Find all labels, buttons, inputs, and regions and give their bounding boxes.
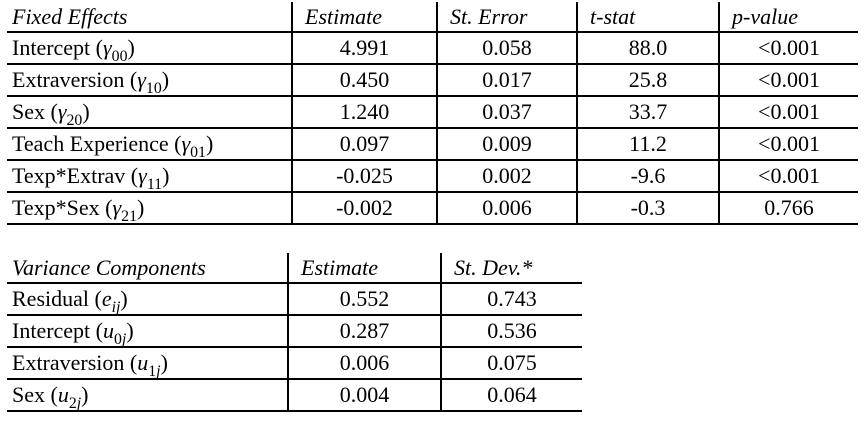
p-value: <0.001 bbox=[719, 64, 858, 97]
st-dev-value: 0.064 bbox=[441, 379, 582, 412]
estimate-value: 0.006 bbox=[288, 347, 442, 380]
p-value: <0.001 bbox=[719, 160, 858, 193]
fixed-effects-title: Fixed Effects bbox=[7, 2, 293, 33]
estimate-value: 0.097 bbox=[292, 128, 438, 161]
row-label: Teach Experience (γ01) bbox=[7, 128, 293, 161]
estimate-value: 1.240 bbox=[292, 96, 438, 129]
st-error-value: 0.037 bbox=[437, 96, 578, 129]
t-stat-value: 11.2 bbox=[577, 128, 720, 161]
row-label: Texp*Sex (γ21) bbox=[7, 192, 293, 225]
estimate-value: 0.287 bbox=[288, 315, 442, 348]
estimate-value: 0.552 bbox=[288, 283, 442, 316]
t-stat-column-header: t-stat bbox=[577, 2, 720, 33]
table-row-texp-extrav: Texp*Extrav (γ11) -0.025 0.002 -9.6 <0.0… bbox=[7, 160, 858, 193]
p-value: <0.001 bbox=[719, 128, 858, 161]
table-row-intercept: Intercept (γ00) 4.991 0.058 88.0 <0.001 bbox=[7, 32, 858, 65]
estimate-value: 0.450 bbox=[292, 64, 438, 97]
t-stat-value: 33.7 bbox=[577, 96, 720, 129]
table-row-texp-sex: Texp*Sex (γ21) -0.002 0.006 -0.3 0.766 bbox=[7, 192, 858, 225]
row-label: Extraversion (γ10) bbox=[7, 64, 293, 97]
variance-components-table: Variance Components Estimate St. Dev.* R… bbox=[7, 253, 582, 412]
estimate-value: 0.004 bbox=[288, 379, 442, 412]
row-label: Extraversion (u1j) bbox=[7, 347, 289, 380]
estimate-column-header: Estimate bbox=[288, 253, 442, 284]
st-dev-column-header: St. Dev.* bbox=[441, 253, 582, 284]
table-row-intercept-variance: Intercept (u0j) 0.287 0.536 bbox=[7, 315, 582, 348]
t-stat-value: -9.6 bbox=[577, 160, 720, 193]
table-row-teach-experience: Teach Experience (γ01) 0.097 0.009 11.2 … bbox=[7, 128, 858, 161]
table-row-extraversion-variance: Extraversion (u1j) 0.006 0.075 bbox=[7, 347, 582, 380]
estimate-column-header: Estimate bbox=[292, 2, 438, 33]
estimate-value: -0.002 bbox=[292, 192, 438, 225]
table-row-residual: Residual (eij) 0.552 0.743 bbox=[7, 283, 582, 316]
row-label: Intercept (γ00) bbox=[7, 32, 293, 65]
st-dev-value: 0.743 bbox=[441, 283, 582, 316]
st-error-value: 0.017 bbox=[437, 64, 578, 97]
row-label: Residual (eij) bbox=[7, 283, 289, 316]
variance-components-header-row: Variance Components Estimate St. Dev.* bbox=[7, 253, 582, 284]
fixed-effects-table: Fixed Effects Estimate St. Error t-stat … bbox=[7, 2, 858, 225]
p-value: <0.001 bbox=[719, 96, 858, 129]
table-row-sex-variance: Sex (u2j) 0.004 0.064 bbox=[7, 379, 582, 412]
st-error-column-header: St. Error bbox=[437, 2, 578, 33]
t-stat-value: -0.3 bbox=[577, 192, 720, 225]
st-dev-value: 0.536 bbox=[441, 315, 582, 348]
row-label: Intercept (u0j) bbox=[7, 315, 289, 348]
st-error-value: 0.002 bbox=[437, 160, 578, 193]
p-value: 0.766 bbox=[719, 192, 858, 225]
t-stat-value: 25.8 bbox=[577, 64, 720, 97]
variance-components-title: Variance Components bbox=[7, 253, 289, 284]
st-error-value: 0.009 bbox=[437, 128, 578, 161]
st-error-value: 0.006 bbox=[437, 192, 578, 225]
st-dev-value: 0.075 bbox=[441, 347, 582, 380]
t-stat-value: 88.0 bbox=[577, 32, 720, 65]
p-value-column-header: p-value bbox=[719, 2, 858, 33]
estimate-value: 4.991 bbox=[292, 32, 438, 65]
table-row-sex: Sex (γ20) 1.240 0.037 33.7 <0.001 bbox=[7, 96, 858, 129]
estimate-value: -0.025 bbox=[292, 160, 438, 193]
row-label: Sex (u2j) bbox=[7, 379, 289, 412]
p-value: <0.001 bbox=[719, 32, 858, 65]
table-row-extraversion: Extraversion (γ10) 0.450 0.017 25.8 <0.0… bbox=[7, 64, 858, 97]
st-error-value: 0.058 bbox=[437, 32, 578, 65]
row-label: Sex (γ20) bbox=[7, 96, 293, 129]
row-label: Texp*Extrav (γ11) bbox=[7, 160, 293, 193]
fixed-effects-header-row: Fixed Effects Estimate St. Error t-stat … bbox=[7, 2, 858, 33]
